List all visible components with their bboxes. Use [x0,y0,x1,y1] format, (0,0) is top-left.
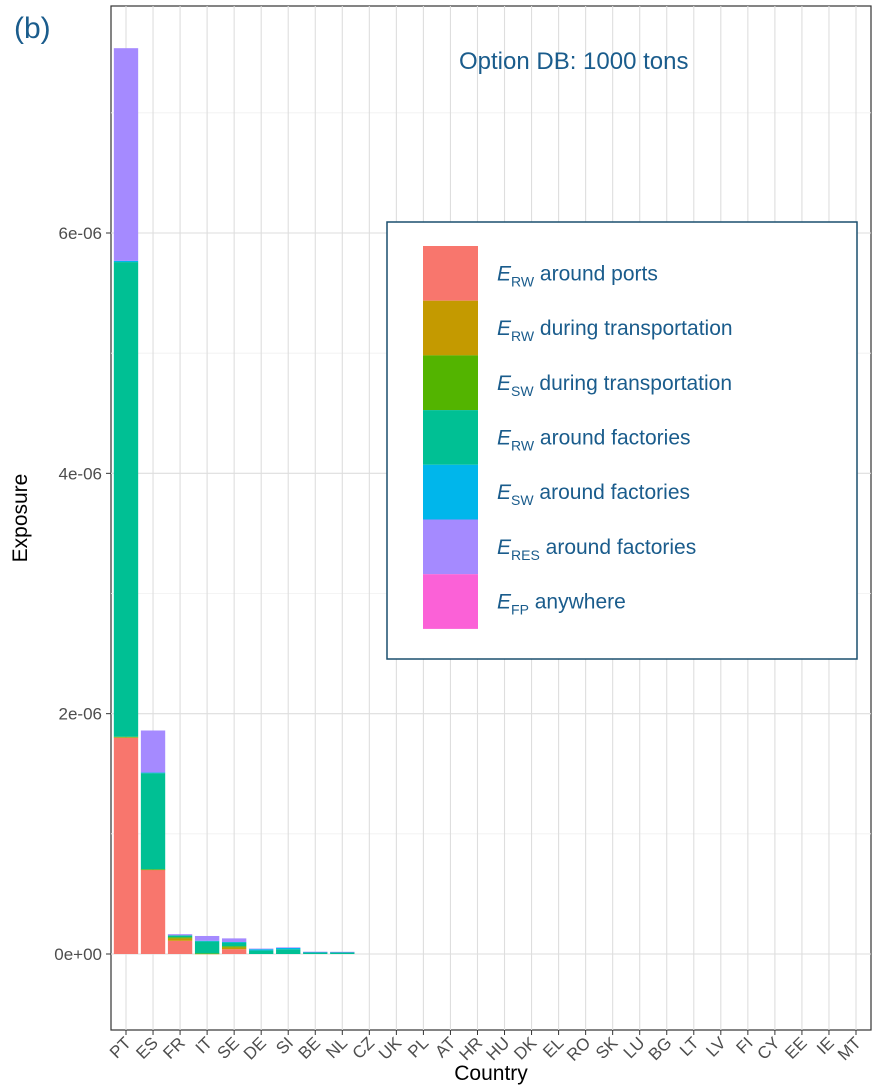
bar-segment-it-4 [194,940,220,942]
bar-segment-es-2 [140,869,166,870]
x-tick-label: HU [483,1033,514,1064]
x-tick-label: SI [272,1033,297,1058]
x-tick-label: DK [510,1033,541,1064]
y-tick-label: 0e+00 [54,945,102,964]
y-axis: 0e+00 2e-06 4e-06 6e-06 [54,224,111,964]
bar-segment-si-5 [276,947,301,948]
x-axis-title: Country [454,1062,528,1085]
x-tick-label: PT [106,1033,135,1062]
bar-segment-si-4 [276,947,301,950]
legend-label: ERW around ports [497,262,658,289]
bar-segment-fr-3 [167,935,193,938]
bar-segment-se-2 [221,946,247,948]
x-tick-label: CY [754,1033,784,1063]
x-tick-label: EL [539,1033,567,1061]
x-tick-label: HR [456,1033,487,1064]
x-tick-label: FR [159,1033,188,1062]
bar-segment-nl-3 [330,952,355,954]
bar-segment-se-4 [221,941,247,943]
y-tick-label: 6e-06 [59,224,102,243]
bar-segment-es-4 [140,772,166,774]
x-tick-label: DE [240,1033,270,1063]
bar-segment-be-3 [303,952,328,954]
x-tick-label: NL [322,1033,351,1062]
bar-segment-se-0 [221,949,247,954]
x-tick-label: BG [645,1033,676,1064]
y-axis-title: Exposure [9,474,32,563]
bar-segment-es-0 [140,869,166,954]
bar-segment-se-3 [221,942,247,947]
legend-label: ESW during transportation [497,372,732,399]
bar-segment-pt-3 [113,262,139,737]
bar-segment-it-2 [194,953,220,954]
bar-segment-es-3 [140,773,166,870]
legend: ERW around ports ERW during transportatio… [386,221,858,660]
bar-segment-pt-1 [113,737,139,738]
x-tick-label: LV [702,1033,730,1061]
bar-segment-it-3 [194,941,220,954]
legend-key [423,519,478,575]
x-tick-label: FI [733,1033,757,1057]
x-tick-label: EE [781,1033,810,1062]
legend-key [423,410,478,465]
legend-key [423,355,478,411]
legend-label: ERW around factories [497,426,691,453]
x-tick-label: UK [375,1033,406,1064]
x-tick-label: RO [563,1033,594,1064]
legend-key [423,574,478,629]
bar-segment-pt-0 [113,737,139,954]
x-tick-label: SE [213,1033,242,1062]
y-tick-label: 2e-06 [59,705,102,724]
bar-segment-pt-2 [113,736,139,738]
legend-key [423,246,478,301]
bar-segment-se-1 [221,947,247,950]
bar-segment-se-5 [221,938,247,942]
x-tick-label: LT [676,1033,703,1060]
x-tick-label: ES [132,1033,161,1062]
option-label: Option DB: 1000 tons [459,48,688,75]
bar-segment-it-5 [194,935,220,941]
bar-segment-fr-1 [167,938,193,941]
legend-key [423,300,478,356]
legend-label: ESW around factories [497,481,690,508]
bar-segment-pt-5 [113,48,139,261]
legend-key [423,464,478,520]
x-tick-label: SK [592,1033,622,1063]
legend-label: EFP anywhere [497,591,626,618]
bars-group [113,48,355,955]
x-tick-label: PL [404,1033,432,1061]
bar-segment-de-5 [249,948,274,950]
bar-segment-fr-5 [167,934,193,936]
bar-segment-fr-2 [167,937,193,939]
x-tick-label: IT [192,1033,216,1057]
x-tick-label: AT [431,1033,459,1061]
bar-segment-fr-0 [167,940,193,954]
panel-label: (b) [14,12,51,45]
bar-segment-de-3 [249,950,274,954]
legend-label: ERW during transportation [497,317,733,344]
bar-segment-nl-5 [330,951,355,953]
bar-segment-si-3 [276,949,301,954]
legend-label: ERES around factories [497,536,696,563]
x-tick-label: BE [295,1033,324,1062]
x-tick-label: IE [813,1033,838,1058]
y-tick-label: 4e-06 [59,464,102,483]
bar-segment-be-5 [303,951,328,953]
x-tick-label: MT [834,1033,865,1064]
bar-segment-es-5 [140,730,166,773]
x-tick-label: LU [620,1033,649,1062]
x-tick-label: CZ [349,1033,378,1062]
bar-segment-de-4 [249,949,274,951]
bar-segment-pt-4 [113,260,139,263]
